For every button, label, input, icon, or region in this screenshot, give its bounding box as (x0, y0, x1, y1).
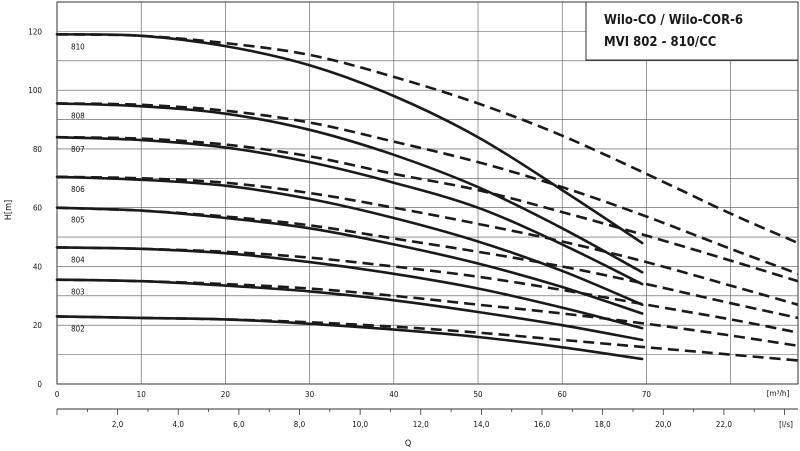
x-axis-unit-secondary: [l/s] (779, 420, 793, 429)
curve-802-dashed (56, 315, 799, 362)
chart-grid (56, 1, 799, 385)
curve-805-dashed (56, 206, 799, 320)
curve-label-806: 806 (71, 185, 85, 194)
y-axis-label: H[m] (4, 200, 14, 220)
curve-806-solid (55, 175, 644, 306)
curve-805-solid (55, 206, 644, 315)
x-tick-label-secondary: 2,0 (112, 420, 124, 429)
curve-label-810: 810 (71, 42, 85, 51)
chart-title-line-1: Wilo-CO / Wilo-COR-6 (604, 13, 743, 28)
chart-title-line-2: MVI 802 - 810/CC (604, 35, 716, 50)
x-tick-label-secondary: 4,0 (173, 420, 185, 429)
x-tick-label-secondary: 16,0 (534, 420, 550, 429)
x-tick-label-primary: 30 (305, 390, 315, 399)
x-tick-label-secondary: 22,0 (716, 420, 732, 429)
curve-808-dashed (56, 102, 799, 276)
curve-806-dashed (56, 175, 799, 306)
x-tick-label-primary: 70 (642, 390, 652, 399)
curve-804-dashed (56, 246, 799, 334)
x-tick-label-primary: 50 (473, 390, 483, 399)
x-tick-label-secondary: 14,0 (473, 420, 489, 429)
x-tick-label-secondary: 12,0 (413, 420, 429, 429)
x-axis-unit-primary: [m³/h] (767, 389, 790, 398)
x-tick-label-secondary: 18,0 (595, 420, 611, 429)
curve-label-804: 804 (71, 255, 85, 264)
x-tick-label-primary: 60 (558, 390, 568, 399)
x-tick-label-primary: 10 (137, 390, 147, 399)
curve-810-solid (55, 33, 644, 245)
y-tick-label: 0 (37, 380, 42, 389)
curve-label-808: 808 (71, 111, 85, 120)
x-axis-label: Q (405, 439, 411, 449)
x-tick-label-primary: 40 (389, 390, 399, 399)
plot-frame (56, 1, 799, 385)
curve-807-dashed (56, 135, 799, 283)
curve-label-805: 805 (71, 216, 85, 225)
curve-803-solid (55, 278, 644, 342)
y-tick-label: 20 (33, 321, 43, 330)
y-tick-label: 60 (33, 204, 43, 213)
curve-802-solid (55, 315, 644, 361)
pump-curves (55, 33, 799, 362)
x-tick-label-secondary: 6,0 (233, 420, 245, 429)
x-tick-label-primary: 20 (221, 390, 231, 399)
y-tick-label: 120 (28, 27, 42, 36)
curve-labels: 810 808 807 806 805 804 803 802 (71, 42, 85, 333)
x-tick-label-secondary: 20,0 (655, 420, 671, 429)
chart-axes: 0 20 40 60 80 100 120 0 10 20 30 40 50 60 70 2,0 4,0 6,0 8… (28, 27, 798, 429)
x-tick-label-secondary: 8,0 (294, 420, 306, 429)
title-box: Wilo-CO / Wilo-COR-6 MVI 802 - 810/CC (585, 1, 799, 61)
curve-label-802: 802 (71, 324, 85, 333)
y-tick-label: 40 (33, 262, 43, 271)
x-tick-label-primary: 0 (55, 390, 60, 399)
y-tick-label: 100 (28, 86, 42, 95)
y-tick-label: 80 (33, 145, 43, 154)
curve-label-803: 803 (71, 288, 85, 297)
curve-808-solid (55, 102, 644, 274)
curve-label-807: 807 (71, 145, 85, 154)
curve-804-solid (55, 246, 644, 330)
x-tick-label-secondary: 10,0 (352, 420, 368, 429)
